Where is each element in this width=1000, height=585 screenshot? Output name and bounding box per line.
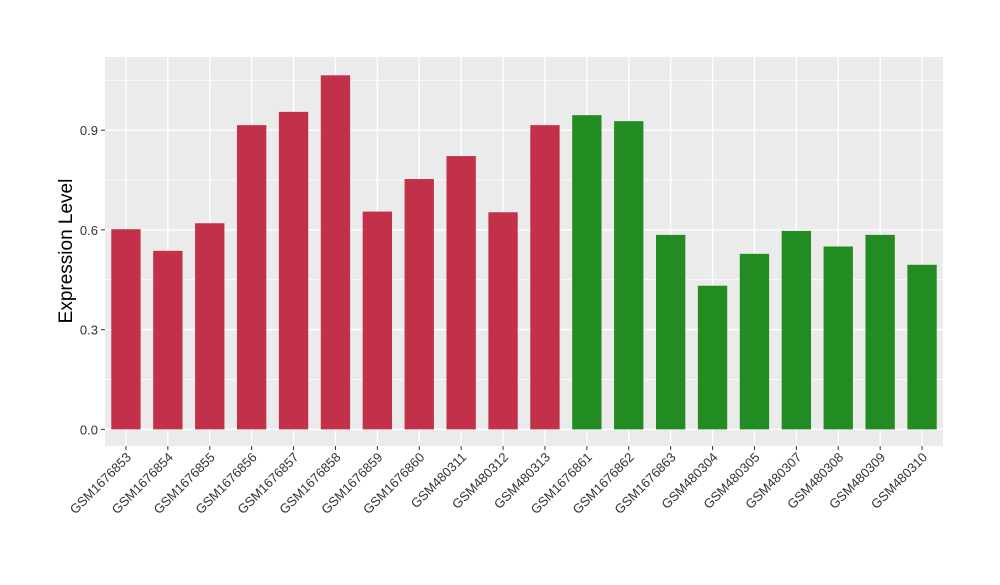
bar-gsm1676859: [362, 211, 393, 430]
plot-panel: [105, 57, 943, 446]
bar-gsm1676863: [655, 234, 686, 430]
y-tick-label: 0.0: [80, 422, 98, 437]
bar-gsm1676858: [320, 75, 351, 430]
bar-gsm480307: [781, 230, 812, 430]
bar-gsm480304: [697, 285, 728, 430]
bar-gsm480308: [823, 246, 853, 430]
bar-gsm480309: [865, 234, 895, 430]
bar-gsm480312: [488, 212, 518, 430]
bar-gsm480313: [530, 125, 560, 430]
bar-gsm1676861: [572, 115, 602, 430]
bar-gsm480311: [446, 156, 476, 430]
bar-gsm1676856: [236, 125, 267, 430]
bar-gsm1676862: [614, 121, 644, 430]
bar-gsm480310: [907, 264, 937, 430]
y-tick-label: 0.6: [80, 223, 98, 238]
y-tick-label: 0.9: [80, 123, 98, 138]
bar-gsm1676857: [278, 111, 309, 430]
bar-gsm1676854: [153, 250, 183, 430]
bar-gsm1676860: [404, 179, 434, 430]
bars-group: [111, 75, 937, 430]
y-axis-title: Expression Level: [56, 179, 77, 324]
bar-gsm1676853: [111, 229, 141, 430]
bar-gsm480305: [739, 253, 770, 430]
bar-gsm1676855: [195, 223, 225, 430]
y-axis: 0.0 0.3 0.6 0.9: [80, 123, 105, 437]
x-axis: GSM1676853GSM1676854GSM1676855GSM1676856…: [67, 446, 930, 517]
y-tick-label: 0.3: [80, 323, 98, 338]
